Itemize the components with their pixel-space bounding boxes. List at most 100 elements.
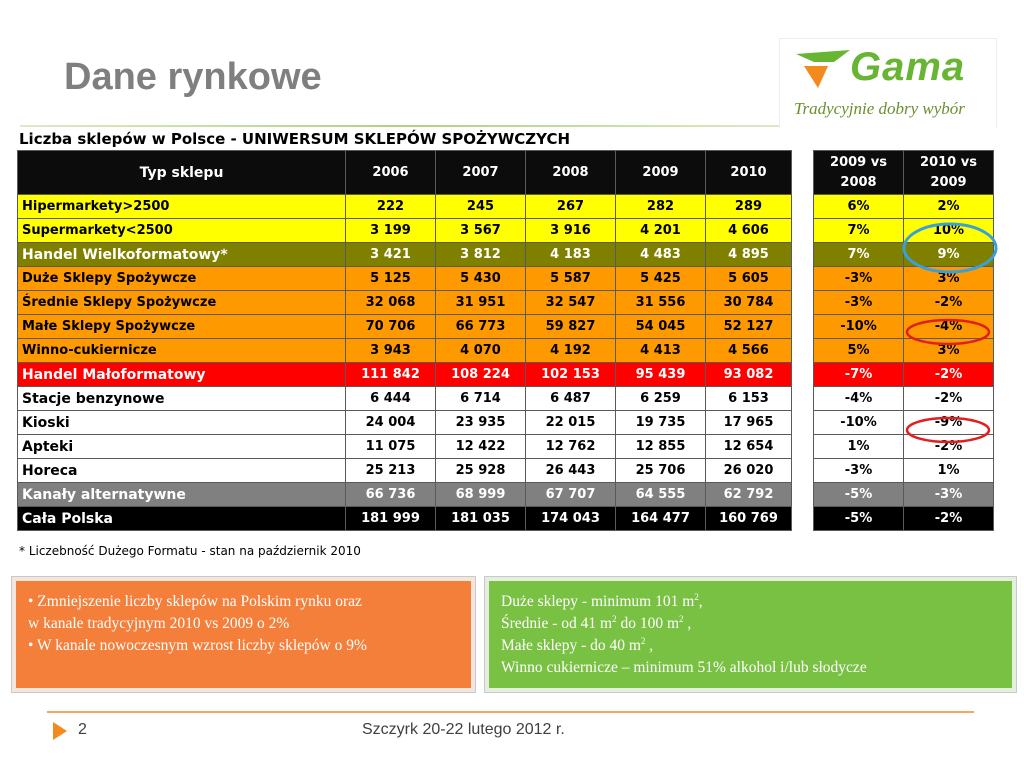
cell-value-2010: 4 566 <box>705 338 792 363</box>
cell-value-2009: 31 556 <box>615 290 706 315</box>
cell-value-2006: 6 444 <box>345 386 436 411</box>
row-label: Cała Polska <box>17 506 346 531</box>
cell-value-2009: 54 045 <box>615 314 706 339</box>
change-2009-vs-2008: -3% <box>813 290 904 315</box>
callout-definitions: Duże sklepy - minimum 101 m2, Średnie - … <box>484 576 1017 693</box>
column-header-2008: 2008 <box>525 150 616 195</box>
change-2009-vs-2008: -10% <box>813 314 904 339</box>
cell-value-2006: 3 199 <box>345 218 436 243</box>
change-2010-vs-2009: -3% <box>903 482 994 507</box>
cell-value-2010: 4 895 <box>705 242 792 267</box>
row-label: Supermarkety<2500 <box>17 218 346 243</box>
change-2010-vs-2009: -2% <box>903 362 994 387</box>
definition-medium-stores: Średnie - od 41 m2 do 100 m2 , <box>501 613 692 632</box>
column-header-2007: 2007 <box>435 150 526 195</box>
cell-value-2010: 12 654 <box>705 434 792 459</box>
footer-divider <box>47 711 974 713</box>
change-row: 7% 10% <box>813 218 994 243</box>
cell-value-2009: 19 735 <box>615 410 706 435</box>
store-count-table: Typ sklepu 2006 2007 2008 2009 2010 Hipe… <box>17 150 792 531</box>
row-label: Apteki <box>17 434 346 459</box>
callout-summary: • Zmniejszenie liczby sklepów na Polskim… <box>11 576 476 693</box>
table-row: Hipermarkety>2500 222 245 267 282 289 <box>17 194 792 219</box>
change-2010-vs-2009: -2% <box>903 386 994 411</box>
cell-value-2006: 181 999 <box>345 506 436 531</box>
change-2009-vs-2008: -3% <box>813 266 904 291</box>
change-table: 2009 vs 2008 2010 vs 2009 6% 2% 7% 10% 7% 9% -… <box>813 150 994 531</box>
table-row: Supermarkety<2500 3 199 3 567 3 916 4 201 4 6… <box>17 218 792 243</box>
definition-large-stores: Duże sklepy - minimum 101 m2, <box>501 591 703 610</box>
column-header-2010: 2010 <box>705 150 792 195</box>
change-row: -3% 3% <box>813 266 994 291</box>
change-2010-vs-2009: -9% <box>903 410 994 435</box>
cell-value-2006: 222 <box>345 194 436 219</box>
change-2010-vs-2009: -2% <box>903 506 994 531</box>
change-row: -3% 1% <box>813 458 994 483</box>
cell-value-2009: 95 439 <box>615 362 706 387</box>
table-footnote: * Liczebność Dużego Formatu - stan na pa… <box>19 544 361 558</box>
cell-value-2008: 6 487 <box>525 386 616 411</box>
cell-value-2010: 93 082 <box>705 362 792 387</box>
logo-name: Gama <box>850 45 966 89</box>
cell-value-2009: 25 706 <box>615 458 706 483</box>
cell-value-2007: 5 430 <box>435 266 526 291</box>
change-row: -3% -2% <box>813 290 994 315</box>
change-row: 5% 3% <box>813 338 994 363</box>
row-label: Handel Wielkoformatowy* <box>17 242 346 267</box>
table-row: Apteki 11 075 12 422 12 762 12 855 12 654 <box>17 434 792 459</box>
cell-value-2006: 5 125 <box>345 266 436 291</box>
row-label: Handel Małoformatowy <box>17 362 346 387</box>
cell-value-2008: 22 015 <box>525 410 616 435</box>
cell-value-2008: 26 443 <box>525 458 616 483</box>
gama-logo-check-icon <box>796 50 850 88</box>
column-header-2009-vs-2008: 2009 vs 2008 <box>813 150 904 195</box>
row-label: Hipermarkety>2500 <box>17 194 346 219</box>
definition-small-stores: Małe sklepy - do 40 m2 , <box>501 635 654 654</box>
row-label: Małe Sklepy Spożywcze <box>17 314 346 339</box>
header-2010-vs-2009-text: 2010 vs 2009 <box>920 154 977 190</box>
change-2010-vs-2009: 9% <box>903 242 994 267</box>
cell-value-2007: 68 999 <box>435 482 526 507</box>
cell-value-2010: 160 769 <box>705 506 792 531</box>
cell-value-2006: 66 736 <box>345 482 436 507</box>
change-2009-vs-2008: -4% <box>813 386 904 411</box>
cell-value-2010: 62 792 <box>705 482 792 507</box>
change-2009-vs-2008: 1% <box>813 434 904 459</box>
cell-value-2010: 4 606 <box>705 218 792 243</box>
column-header-store-type: Typ sklepu <box>17 150 346 195</box>
cell-value-2008: 102 153 <box>525 362 616 387</box>
cell-value-2008: 267 <box>525 194 616 219</box>
table-row: Cała Polska 181 999 181 035 174 043 164 477 1… <box>17 506 792 531</box>
store-count-table-panel: Liczba sklepów w Polsce - UNIWERSUM SKLE… <box>15 128 998 563</box>
cell-value-2007: 25 928 <box>435 458 526 483</box>
cell-value-2010: 5 605 <box>705 266 792 291</box>
row-label: Horeca <box>17 458 346 483</box>
cell-value-2008: 174 043 <box>525 506 616 531</box>
cell-value-2008: 4 192 <box>525 338 616 363</box>
change-2010-vs-2009: 1% <box>903 458 994 483</box>
cell-value-2009: 64 555 <box>615 482 706 507</box>
header-2009-vs-2008-text: 2009 vs 2008 <box>830 154 887 190</box>
table-row: Kioski 24 004 23 935 22 015 19 735 17 965 <box>17 410 792 435</box>
change-row: -5% -2% <box>813 506 994 531</box>
row-label: Duże Sklepy Spożywcze <box>17 266 346 291</box>
callout-summary-line: w kanale tradycyjnym 2010 vs 2009 o 2% <box>28 615 290 632</box>
cell-value-2007: 108 224 <box>435 362 526 387</box>
cell-value-2008: 5 587 <box>525 266 616 291</box>
change-2009-vs-2008: -7% <box>813 362 904 387</box>
row-label: Stacje benzynowe <box>17 386 346 411</box>
cell-value-2008: 67 707 <box>525 482 616 507</box>
change-2009-vs-2008: 5% <box>813 338 904 363</box>
change-2010-vs-2009: 10% <box>903 218 994 243</box>
change-row: -10% -4% <box>813 314 994 339</box>
cell-value-2009: 12 855 <box>615 434 706 459</box>
cell-value-2010: 52 127 <box>705 314 792 339</box>
cell-value-2009: 282 <box>615 194 706 219</box>
cell-value-2006: 24 004 <box>345 410 436 435</box>
change-2009-vs-2008: -5% <box>813 506 904 531</box>
cell-value-2008: 3 916 <box>525 218 616 243</box>
page-number: 2 <box>78 721 87 738</box>
column-header-2006: 2006 <box>345 150 436 195</box>
cell-value-2007: 23 935 <box>435 410 526 435</box>
column-header-2010-vs-2009: 2010 vs 2009 <box>903 150 994 195</box>
